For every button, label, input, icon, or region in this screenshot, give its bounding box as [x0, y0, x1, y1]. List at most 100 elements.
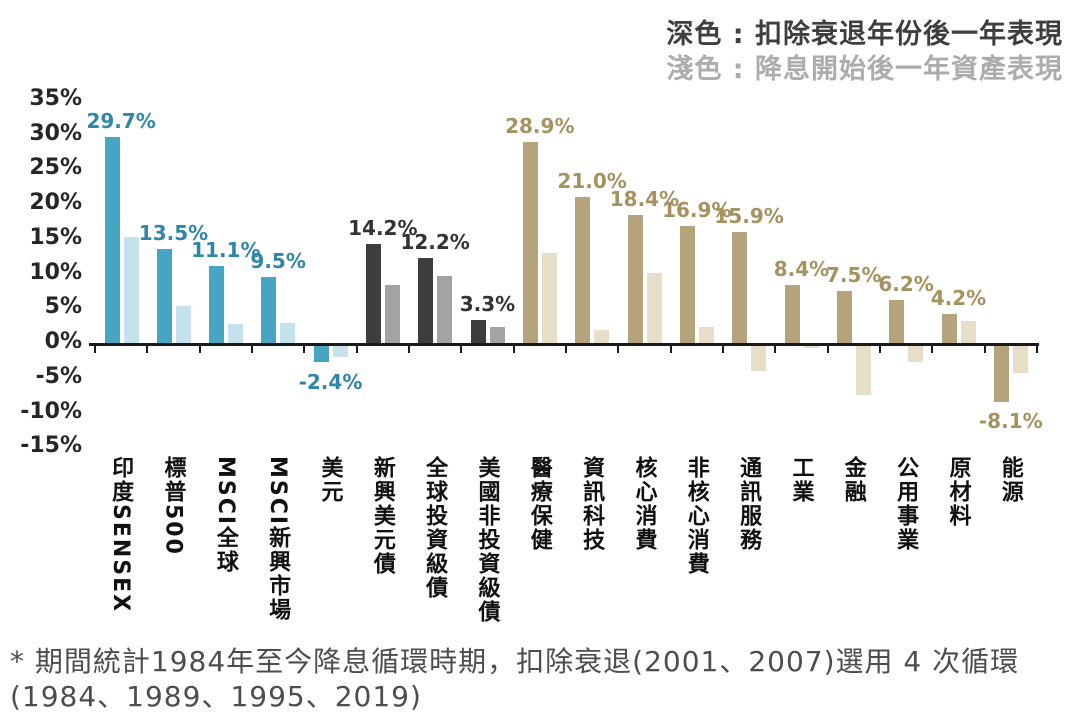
x-axis-tick: [250, 345, 253, 353]
bar-dark: [523, 142, 539, 343]
y-axis-tick-label: 0%: [44, 329, 82, 354]
x-axis-category-label: 美元: [317, 456, 343, 504]
x-axis-tick: [94, 345, 96, 353]
x-axis-line: [89, 343, 1039, 346]
bar-light: [646, 272, 662, 343]
bar-value-label: 16.9%: [662, 197, 732, 222]
x-axis-category-label: 印度SENSEX: [108, 456, 134, 614]
y-axis-tick-label: 10%: [29, 259, 82, 285]
bar-light: [1013, 345, 1029, 373]
x-axis-category-label: 原材料: [945, 456, 971, 528]
x-axis-tick: [826, 345, 829, 353]
x-axis-tick: [878, 345, 881, 353]
x-axis-category-label: 能源: [997, 456, 1023, 504]
bar-dark: [732, 232, 748, 343]
bar-dark: [209, 265, 225, 343]
x-axis-tick: [564, 345, 567, 353]
bar-value-label: 4.2%: [930, 285, 987, 310]
bar-light: [489, 327, 505, 343]
bar-light: [175, 306, 191, 343]
bar-value-label: 21.0%: [557, 169, 627, 194]
chart-legend: 深色 : 扣除衰退年份後一年表現 淺色 : 降息開始後一年資產表現: [666, 18, 1063, 87]
y-axis-tick-label: 30%: [29, 120, 82, 146]
bar-dark: [889, 299, 905, 343]
x-axis-category-label: 醫療保健: [526, 456, 552, 552]
x-axis-category-label: 核心消費: [631, 456, 657, 552]
bar-value-label: 18.4%: [609, 187, 680, 212]
bar-light: [960, 321, 976, 343]
x-axis-tick: [931, 345, 934, 353]
bar-dark: [418, 258, 434, 343]
x-axis-tick: [983, 345, 986, 353]
bar-value-label: 12.2%: [400, 230, 470, 255]
bar-value-label: 29.7%: [86, 108, 156, 133]
bar-value-label: 11.1%: [191, 237, 261, 262]
legend-dark-series-label: 深色 : 扣除衰退年份後一年表現: [666, 19, 1063, 50]
bar-value-label: 6.2%: [878, 271, 934, 296]
bar-value-label: 13.5%: [138, 221, 209, 246]
bar-value-label: 3.3%: [459, 292, 516, 317]
bar-dark: [104, 136, 120, 343]
x-axis-category-label: MSCI新興市場: [265, 456, 291, 623]
bar-dark: [156, 249, 172, 343]
bar-light: [228, 323, 244, 343]
bar-dark: [575, 197, 591, 343]
bar-light: [332, 345, 348, 357]
x-axis-tick: [198, 345, 201, 353]
y-axis-tick-label: 20%: [29, 190, 82, 215]
x-axis-tick: [146, 345, 149, 353]
y-axis-tick-label: 25%: [29, 155, 82, 181]
bar-dark: [837, 290, 853, 343]
x-axis-tick: [407, 345, 410, 353]
y-axis-tick-label: 35%: [29, 85, 82, 111]
bar-dark: [994, 345, 1010, 402]
bar-dark: [366, 244, 382, 343]
bar-light: [437, 275, 453, 343]
bar-value-label: 28.9%: [505, 114, 575, 139]
bar-light: [751, 345, 767, 371]
y-axis-tick-label: -15%: [20, 433, 82, 459]
bar-light: [908, 345, 924, 363]
bar-light: [385, 284, 401, 343]
bar-dark: [680, 225, 696, 343]
x-axis-category-label: 通訊服務: [736, 456, 762, 552]
x-axis-tick: [512, 345, 515, 353]
legend-light-series-label: 淺色 : 降息開始後一年資產表現: [666, 53, 1063, 85]
bar-value-label: 14.2%: [348, 216, 418, 241]
bar-dark: [470, 320, 486, 343]
bar-light: [542, 252, 558, 343]
x-axis-category-label: 新興美元債: [369, 456, 395, 576]
bar-light: [856, 345, 872, 395]
x-axis-category-label: 美國非投資級債: [474, 456, 500, 624]
bar-dark: [627, 215, 643, 343]
y-axis-tick-label: 15%: [29, 224, 82, 250]
x-axis-tick: [721, 345, 724, 353]
bar-dark: [784, 284, 800, 343]
x-axis-category-label: 公用事業: [893, 456, 919, 552]
x-axis-tick: [774, 345, 777, 353]
bar-value-label: 9.5%: [250, 248, 306, 273]
x-axis-category-label: 金融: [840, 456, 866, 504]
bar-dark: [261, 276, 277, 343]
x-axis-tick: [617, 345, 620, 353]
x-axis-tick: [355, 345, 358, 353]
y-axis-tick-label: -10%: [20, 398, 82, 424]
bar-light: [594, 330, 610, 343]
x-axis-tick: [460, 345, 463, 353]
x-axis-category-label: 全球投資級債: [422, 456, 448, 600]
bar-dark: [313, 345, 329, 363]
bar-value-label: 15.9%: [714, 204, 784, 229]
bar-value-label: 8.4%: [773, 256, 830, 281]
bar-light: [699, 327, 715, 343]
bar-value-label: 7.5%: [826, 262, 882, 287]
chart-footnote: * 期間統計1984年至今降息循環時期，扣除衰退(2001、2007)選用 4 …: [10, 645, 1020, 714]
bar-value-label: -8.1%: [978, 409, 1043, 434]
y-axis-tick-label: -5%: [35, 363, 82, 389]
bar-light: [280, 322, 296, 343]
bar-light: [803, 345, 819, 348]
x-axis-category-label: 工業: [788, 456, 814, 504]
x-axis-tick: [303, 345, 306, 353]
x-axis-category-label: 標普500: [160, 456, 186, 556]
